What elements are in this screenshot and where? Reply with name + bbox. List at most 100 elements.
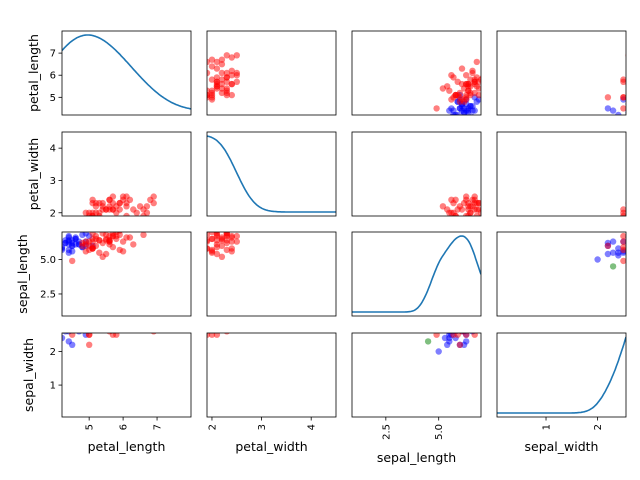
data-point: [120, 169, 126, 175]
kde-line-petal_width: [207, 135, 336, 213]
data-point: [120, 176, 126, 182]
data-point: [444, 268, 450, 274]
y-tick-label: 4: [50, 144, 56, 155]
panel-content: [120, 232, 240, 269]
data-point: [636, 116, 640, 122]
data-point: [620, 78, 626, 85]
data-point: [452, 111, 459, 115]
data-point: [194, 233, 200, 239]
data-point: [444, 123, 450, 129]
data-point: [199, 236, 205, 242]
data-point: [465, 311, 471, 317]
data-point: [174, 234, 180, 240]
data-point: [463, 178, 469, 184]
data-point: [124, 174, 130, 180]
data-point: [79, 321, 85, 327]
x-tick-label: 4: [307, 424, 318, 430]
data-point: [219, 284, 225, 290]
data-point: [636, 248, 640, 254]
data-point: [433, 219, 439, 225]
data-point: [124, 305, 130, 311]
data-point: [463, 271, 469, 277]
data-point: [491, 315, 497, 321]
data-point: [458, 107, 466, 114]
data-point: [124, 308, 130, 314]
data-point: [92, 235, 100, 243]
data-point: [179, 99, 185, 105]
data-point: [439, 85, 447, 92]
data-point: [179, 254, 185, 260]
data-point: [431, 311, 437, 317]
data-point: [124, 174, 130, 180]
data-point: [120, 174, 126, 180]
data-point: [636, 219, 640, 225]
data-point: [636, 210, 640, 216]
data-point: [620, 238, 626, 245]
data-point: [454, 206, 461, 213]
data-point: [448, 232, 454, 238]
data-point: [609, 249, 617, 256]
data-point: [129, 247, 135, 253]
panel-content: [594, 219, 640, 270]
data-point: [213, 250, 221, 258]
data-point: [129, 251, 135, 257]
data-point: [433, 333, 440, 338]
data-point: [199, 315, 205, 321]
data-point: [477, 76, 481, 83]
data-point: [493, 70, 499, 76]
data-point: [450, 288, 456, 294]
data-point: [631, 216, 637, 222]
data-point: [636, 114, 640, 120]
data-point: [134, 288, 140, 294]
data-point: [438, 174, 444, 180]
data-point: [134, 216, 140, 222]
data-point: [174, 332, 180, 338]
data-point: [465, 308, 471, 314]
data-point: [424, 338, 432, 345]
data-point: [109, 193, 117, 200]
data-point: [184, 321, 190, 327]
data-point: [427, 295, 433, 301]
data-point: [463, 338, 470, 345]
data-point: [199, 99, 205, 105]
data-point: [473, 58, 480, 66]
data-point: [208, 63, 216, 70]
data-point: [124, 263, 130, 269]
data-point: [493, 200, 499, 206]
data-point: [620, 116, 626, 122]
data-point: [174, 338, 180, 344]
data-point: [106, 318, 112, 324]
data-point: [209, 308, 215, 314]
data-point: [442, 239, 448, 245]
data-point: [213, 74, 221, 81]
data-point: [204, 321, 210, 327]
data-point: [69, 301, 75, 307]
data-point: [124, 259, 130, 265]
data-point: [463, 305, 469, 311]
data-point: [38, 248, 44, 254]
data-point: [129, 163, 135, 169]
data-point: [493, 52, 499, 58]
data-point: [442, 268, 448, 274]
data-point: [219, 281, 225, 287]
data-point: [93, 298, 99, 304]
data-point: [59, 318, 65, 324]
data-point: [120, 301, 126, 307]
panel-content: [62, 34, 191, 110]
data-point: [467, 321, 473, 327]
data-point: [213, 83, 221, 90]
data-point: [209, 321, 215, 327]
y-tick-label: 5.0: [40, 255, 56, 266]
data-point: [179, 328, 185, 334]
data-point: [129, 301, 135, 307]
data-point: [610, 116, 616, 122]
data-point: [229, 321, 235, 327]
data-point: [431, 301, 437, 307]
data-point: [83, 216, 89, 222]
data-point: [199, 325, 205, 331]
data-point: [194, 94, 200, 100]
data-point: [115, 178, 121, 184]
data-point: [199, 99, 205, 105]
data-point: [120, 261, 126, 267]
data-point: [89, 311, 95, 317]
